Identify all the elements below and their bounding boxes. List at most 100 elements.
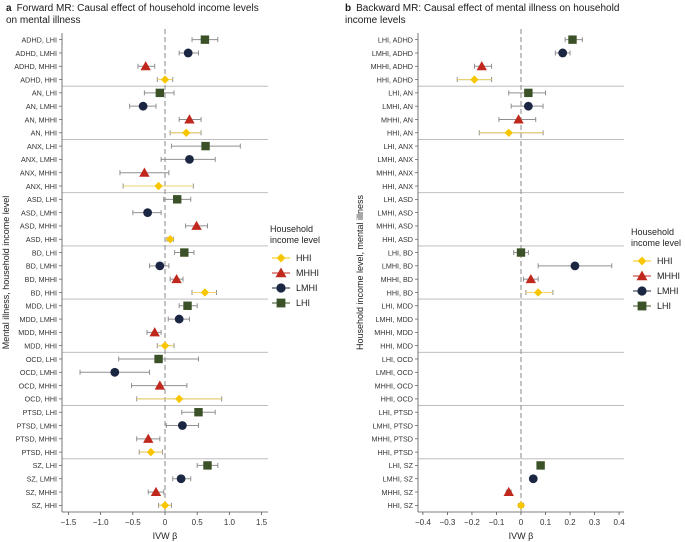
y-tick-label: LHI, AN (388, 89, 413, 98)
y-tick-label: MDD, LHI (25, 302, 57, 311)
panel-a-letter: a (6, 3, 12, 14)
point-sz-lhi (203, 461, 212, 470)
point-sz-hhi (160, 501, 170, 510)
x-tick-label: 1.5 (256, 518, 268, 527)
y-tick-label: BD, HHI (31, 288, 57, 297)
legend-label-hhi: HHI (657, 256, 673, 266)
x-tick-label: −0.5 (125, 518, 141, 527)
y-tick-label: HHI, BD (387, 288, 413, 297)
y-tick-label: ASD, HHI (26, 235, 57, 244)
y-tick-label: ASD, LMHI (21, 208, 57, 217)
point-bd-mhhi (171, 273, 182, 284)
y-tick-label: SZ, HHI (31, 501, 57, 510)
x-tick-label: 0 (163, 518, 168, 527)
y-tick-label: LMHI, ASD (377, 208, 413, 217)
y-tick-label: MHHI, OCD (375, 381, 413, 390)
y-tick-label: ANX, LMHI (21, 155, 57, 164)
y-tick-label: MDD, HHI (24, 341, 57, 350)
point-an-lmhi (138, 101, 148, 111)
y-tick-label: LHI, OCD (382, 355, 413, 364)
point-sz-mhhi (150, 486, 162, 497)
y-tick-label: OCD, LHI (26, 355, 57, 364)
point-ocd-mhhi (154, 380, 166, 390)
panel-b-title: b Backward MR: Causal effect of mental il… (345, 3, 680, 27)
y-tick-label: ADHD, LHI (21, 35, 57, 44)
point-an-hhi (182, 128, 191, 137)
legend-marker-mhhi (636, 270, 648, 281)
y-tick-label: ANX, LHI (27, 142, 57, 151)
y-tick-label: ASD, MHHI (20, 222, 57, 231)
point-ptsd-hhi (146, 447, 156, 457)
y-tick-label: HHI, AN (387, 129, 413, 138)
point-hhi-adhd (470, 75, 479, 84)
y-tick-label: PTSD, LMHI (17, 421, 57, 430)
y-tick-label: HHI, ADHD (377, 75, 413, 84)
x-tick-label: −0.3 (440, 518, 456, 527)
y-tick-label: BD, MHHI (25, 275, 57, 284)
x-tick-label: 0.4 (614, 518, 626, 527)
y-tick-label: AN, LHI (32, 89, 57, 98)
point-lhi-an (524, 88, 533, 98)
point-sz-lmhi (176, 474, 186, 484)
y-tick-label: LMHI, PTSD (373, 421, 413, 430)
legend-marker-lmhi (637, 286, 647, 296)
point-anx-mhhi (139, 167, 150, 177)
panel-b-title-line2: income levels (345, 15, 406, 26)
y-tick-label: PTSD, LHI (23, 408, 57, 417)
point-bd-hhi (200, 288, 210, 297)
panel-a-title-line2: on mental illness (6, 15, 81, 26)
x-tick-label: 0.3 (589, 518, 601, 527)
point-mdd-mhhi (149, 327, 160, 337)
x-tick-label: −1.5 (61, 518, 77, 527)
point-adhd-mhhi (140, 61, 151, 71)
point-ptsd-mhhi (143, 433, 154, 443)
y-tick-label: SZ, MHHI (25, 488, 57, 497)
y-tick-label: ASD, LHI (27, 195, 57, 204)
point-an-lhi (155, 88, 165, 98)
point-mhhi-bd (525, 273, 537, 284)
point-mhhi-sz (503, 486, 514, 497)
legend-marker-hhi (637, 256, 647, 266)
y-tick-label: LHI, ANX (383, 142, 413, 151)
point-adhd-hhi (160, 75, 170, 84)
point-asd-lmhi (143, 208, 153, 218)
point-mdd-lmhi (174, 314, 184, 324)
y-tick-label: LMHI, BD (382, 262, 413, 271)
x-axis-label: IVW β (153, 531, 178, 541)
panel-a-title-line1: Forward MR: Causal effect of household i… (16, 3, 259, 14)
point-adhd-lhi (200, 35, 210, 44)
y-tick-label: PTSD, HHI (21, 448, 57, 457)
point-mdd-hhi (160, 341, 170, 350)
point-hhi-bd (533, 288, 543, 297)
point-ocd-lhi (154, 354, 163, 364)
point-bd-lmhi (155, 261, 165, 271)
point-lhi-bd (516, 248, 526, 257)
legend-marker-lmhi (276, 283, 286, 293)
y-tick-label: HHI, PTSD (377, 448, 413, 457)
y-tick-label: LMHI, ANX (377, 155, 413, 164)
legend-label-hhi: HHI (296, 253, 312, 263)
y-tick-label: LHI, BD (388, 248, 413, 257)
legend-marker-mhhi (275, 267, 287, 278)
legend-marker-lhi (276, 298, 286, 308)
y-tick-label: ANX, MHHI (20, 169, 57, 178)
y-tick-label: OCD, MHHI (19, 381, 57, 390)
point-hhi-sz (516, 501, 526, 510)
y-tick-label: LMHI, OCD (376, 368, 413, 377)
point-an-mhhi (184, 114, 195, 124)
panel-a-title: a Forward MR: Causal effect of household … (6, 3, 336, 27)
legend-label-lmhi: LMHI (657, 286, 679, 296)
y-tick-label: LMHI, AN (382, 102, 413, 111)
backward-mr-forest-plot: −0.4 −0.3 −0.2 −0.1 0 0.1 0.2 0.3 0.4 IVW β Househ… (355, 29, 625, 541)
forward-mr-forest-plot: −1.5 −1.0 −0.5 0 0.5 1.0 1.5 IVW β Mental illnes… (1, 29, 268, 541)
y-tick-label: HHI, ANX (382, 182, 413, 191)
x-tick-label: −0.1 (489, 518, 505, 527)
point-asd-lhi (173, 195, 182, 204)
y-tick-label: LHI, SZ (389, 461, 414, 470)
y-tick-label: MDD, LMHI (19, 315, 57, 324)
y-tick-label: ANX, HHI (26, 182, 57, 191)
y-tick-label: PTSD, MHHI (15, 435, 57, 444)
legend-label-mhhi: MHHI (657, 271, 680, 281)
